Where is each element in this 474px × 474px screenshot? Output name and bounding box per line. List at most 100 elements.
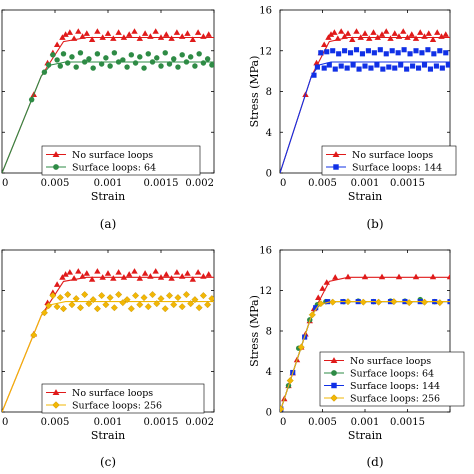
data-point-s144 — [386, 64, 392, 70]
data-point-s64 — [166, 61, 173, 67]
data-point-ref — [378, 31, 386, 37]
data-point-s144 — [445, 62, 450, 68]
data-point-ref — [157, 274, 165, 280]
data-point-s64 — [94, 51, 101, 57]
data-point-ref — [62, 271, 69, 277]
data-point-ref — [163, 31, 170, 37]
data-point-ref — [168, 35, 175, 41]
data-point-ref — [53, 281, 61, 287]
y-axis-label: Stress (MPa) — [248, 56, 261, 128]
data-point-ref — [353, 28, 360, 34]
data-point-s256 — [157, 295, 165, 303]
data-point-ref — [120, 34, 128, 40]
data-point-s144 — [377, 47, 383, 53]
legend-marker-s64 — [331, 370, 337, 376]
data-point-ref — [408, 31, 415, 37]
data-point-s64 — [204, 56, 211, 62]
data-point-ref — [200, 33, 207, 39]
data-point-s64 — [171, 56, 177, 62]
x-tick-label: 0.0015 — [144, 417, 179, 428]
data-point-s256 — [405, 299, 413, 307]
data-point-s256 — [182, 290, 190, 299]
data-point-ref — [429, 36, 437, 42]
data-point-s256 — [115, 290, 123, 299]
data-point-s144 — [368, 65, 374, 71]
panel-caption: (a) — [100, 217, 117, 231]
data-point-s64 — [196, 51, 202, 57]
data-point-ref — [412, 273, 420, 280]
data-point-s64 — [103, 55, 109, 61]
data-point-s64 — [98, 61, 105, 67]
legend-marker-ref — [52, 389, 60, 396]
data-point-s64 — [154, 55, 160, 61]
data-point-s144 — [421, 62, 428, 68]
data-point-ref — [141, 270, 149, 276]
data-point-s256 — [68, 301, 76, 309]
data-point-ref — [319, 285, 326, 291]
data-point-s256 — [140, 294, 148, 302]
y-tick-label: 4 — [266, 128, 272, 139]
data-point-s64 — [132, 60, 139, 66]
data-point-s144 — [314, 64, 320, 70]
data-point-s144 — [344, 65, 350, 71]
data-point-s144 — [359, 51, 366, 57]
plot-area — [2, 28, 214, 173]
data-point-ref — [205, 271, 212, 277]
plot-area — [280, 28, 450, 173]
data-point-s144 — [321, 65, 327, 71]
data-point-s256 — [40, 309, 48, 317]
panel-caption: (d) — [366, 455, 383, 469]
data-point-ref — [189, 276, 196, 282]
chart-panel-2: 0 0.005 0.001 0.0015 0 4 8 12 16 Strain Stress (MP… — [248, 6, 457, 231]
data-point-ref — [168, 275, 175, 281]
data-point-s256 — [359, 298, 367, 306]
legend-label: No surface loops — [72, 388, 153, 399]
data-point-s64 — [86, 56, 92, 62]
data-point-ref — [395, 273, 403, 280]
data-point-s64 — [128, 52, 135, 58]
data-point-s64 — [107, 63, 113, 69]
data-point-s64 — [149, 59, 156, 65]
data-point-ref — [387, 35, 394, 41]
data-point-ref — [88, 36, 96, 42]
data-point-s144 — [425, 47, 431, 53]
data-point-s256 — [195, 304, 203, 312]
data-point-s256 — [93, 305, 101, 313]
data-point-ref — [338, 28, 345, 34]
y-tick-label: 16 — [259, 6, 272, 17]
x-tick-label: 0.005 — [41, 178, 70, 189]
x-tick-label: 0 — [2, 178, 8, 189]
data-point-ref — [321, 41, 328, 48]
x-axis-label: Strain — [348, 429, 382, 442]
data-point-s144 — [401, 47, 407, 53]
data-point-s144 — [325, 299, 331, 305]
data-point-ref — [83, 30, 90, 36]
data-point-ref — [391, 30, 398, 36]
data-point-ref — [179, 273, 186, 279]
data-point-ref — [400, 28, 407, 34]
data-point-s144 — [395, 50, 401, 56]
data-point-s256 — [317, 300, 325, 308]
data-point-s144 — [433, 63, 439, 69]
data-point-ref — [126, 271, 133, 277]
data-point-s144 — [419, 50, 425, 56]
data-point-ref — [349, 36, 356, 42]
data-point-ref — [370, 29, 377, 35]
data-point-s256 — [136, 301, 144, 309]
data-point-s64 — [65, 60, 71, 66]
data-point-s144 — [318, 50, 324, 56]
data-point-s256 — [30, 331, 38, 339]
legend-label: Surface loops: 144 — [352, 163, 442, 174]
x-tick-label: 0 — [280, 417, 286, 428]
data-point-s64 — [115, 59, 122, 65]
data-point-s256 — [208, 295, 214, 303]
data-point-s64 — [45, 62, 52, 68]
data-point-s144 — [338, 63, 344, 69]
data-point-s256 — [98, 292, 106, 300]
data-point-ref — [147, 273, 154, 279]
data-point-ref — [115, 269, 122, 275]
legend-label: No surface loops — [350, 356, 431, 367]
data-point-s256 — [170, 301, 178, 309]
data-point-s64 — [200, 60, 207, 66]
data-point-s144 — [431, 51, 437, 57]
